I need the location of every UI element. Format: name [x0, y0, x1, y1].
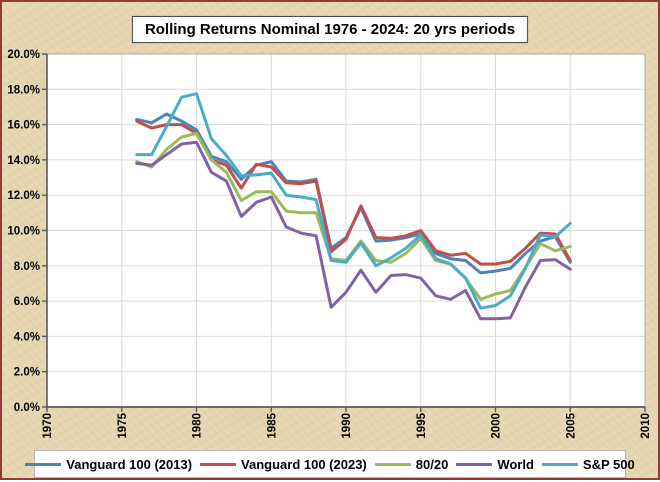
legend-label-s-p-500: S&P 500: [582, 456, 635, 472]
legend-item-vanguard-100-2013: Vanguard 100 (2013): [25, 457, 192, 472]
legend-swatch-s-p-500: [541, 462, 578, 466]
y-tick-label: 4.0%: [14, 331, 40, 343]
series-line-world: [135, 140, 572, 321]
x-tick-label: 1985: [266, 412, 278, 438]
x-tick-label: 2000: [491, 413, 503, 439]
y-tick-label: 2.0%: [14, 367, 40, 379]
y-tick-label: 18.0%: [7, 84, 40, 96]
legend-swatch-world: [456, 462, 493, 466]
chart-title: Rolling Returns Nominal 1976 - 2024: 20 …: [131, 16, 529, 43]
legend-label-vanguard-100-2023: Vanguard 100 (2023): [241, 456, 367, 472]
legend-item-s-p-500: S&P 500: [541, 456, 635, 472]
legend-label-vanguard-100-2013: Vanguard 100 (2013): [66, 456, 193, 472]
legend-item-80-20: 80/20: [374, 456, 449, 472]
x-tick-label: 2010: [640, 413, 652, 439]
y-tick-label: 16.0%: [7, 120, 40, 132]
y-tick-label: 6.0%: [14, 296, 40, 308]
x-tick-label: 1975: [117, 412, 129, 438]
legend-item-vanguard-100-2023: Vanguard 100 (2023): [200, 457, 367, 472]
series-line-s-p-500: [135, 92, 572, 310]
legend-swatch-vanguard-100-2013: [25, 462, 62, 466]
x-tick-label: 1980: [192, 413, 204, 439]
legend-swatch-80-20: [374, 462, 411, 466]
legend-item-world: World: [456, 457, 534, 472]
legend-label-80-20: 80/20: [415, 456, 449, 472]
x-tick-label: 2005: [565, 412, 577, 438]
y-tick-label: 8.0%: [14, 261, 40, 273]
legend-label-world: World: [497, 456, 534, 472]
legend: Vanguard 100 (2013) Vanguard 100 (2023) 80…: [25, 450, 635, 478]
legend-swatch-vanguard-100-2023: [200, 462, 237, 466]
x-tick-label: 1970: [42, 413, 54, 439]
x-tick-label: 1990: [341, 413, 353, 439]
y-tick-label: 20.0%: [7, 49, 40, 61]
y-tick-label: 0.0%: [14, 402, 40, 414]
y-tick-label: 14.0%: [7, 155, 40, 167]
y-tick-label: 10.0%: [7, 226, 40, 238]
x-tick-label: 1995: [416, 412, 428, 438]
y-tick-label: 12.0%: [7, 190, 40, 202]
